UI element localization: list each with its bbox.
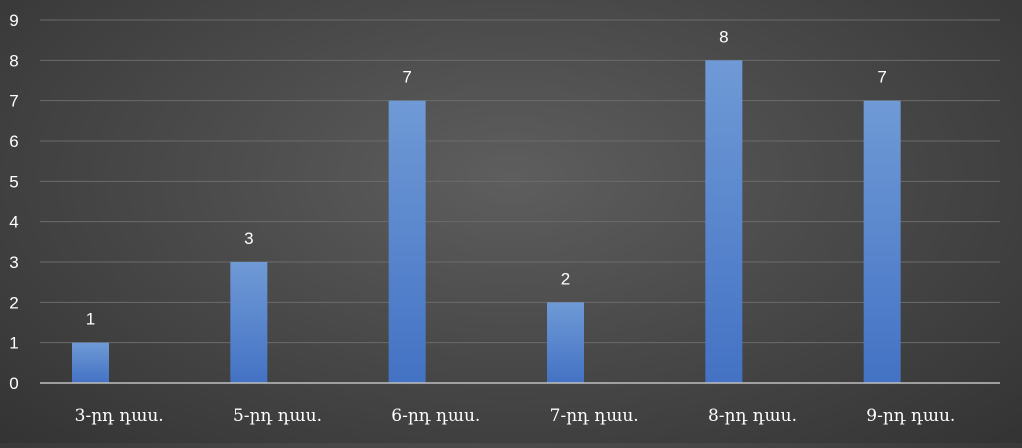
gridlines	[40, 19, 1000, 344]
bar-value-label: 7	[402, 68, 411, 87]
bar-value-label: 3	[244, 229, 253, 248]
y-tick-label: 9	[9, 11, 18, 30]
bar	[72, 342, 109, 383]
bar-value-label: 2	[561, 269, 570, 288]
x-axis-ticks: 3-րդ դաս. 5-րդ դաս. 6-րդ դաս. 7-րդ դաս. 8-րդ…	[75, 406, 956, 426]
x-tick-label: 6-րդ դաս.	[391, 406, 480, 426]
y-tick-label: 3	[9, 253, 18, 272]
y-axis-ticks: 0 1 2 3 4 5 6 7 8 9	[9, 11, 18, 393]
y-tick-label: 1	[9, 334, 18, 353]
x-tick-label: 3-րդ դաս.	[75, 406, 164, 426]
bar	[230, 262, 268, 383]
y-tick-label: 6	[9, 132, 18, 151]
y-tick-label: 2	[9, 293, 18, 312]
x-tick-label: 7-րդ դաս.	[550, 406, 639, 426]
y-tick-label: 4	[9, 213, 18, 232]
y-tick-label: 5	[9, 172, 18, 191]
y-tick-label: 8	[9, 51, 18, 70]
data-labels: 1 3 7 2 8 7	[86, 27, 887, 328]
y-tick-label: 7	[9, 92, 18, 111]
x-tick-label: 8-րդ դաս.	[708, 406, 797, 426]
bar	[547, 302, 584, 383]
x-tick-label: 5-րդ դաս.	[233, 406, 322, 426]
bar-value-label: 8	[719, 27, 728, 46]
x-tick-label: 9-րդ դաս.	[866, 406, 955, 426]
y-tick-label: 0	[9, 374, 18, 393]
bars	[72, 60, 901, 384]
bar-value-label: 7	[877, 68, 886, 87]
bar	[705, 60, 743, 383]
bar	[863, 100, 901, 384]
bar-value-label: 1	[86, 310, 95, 329]
bar	[388, 100, 426, 384]
